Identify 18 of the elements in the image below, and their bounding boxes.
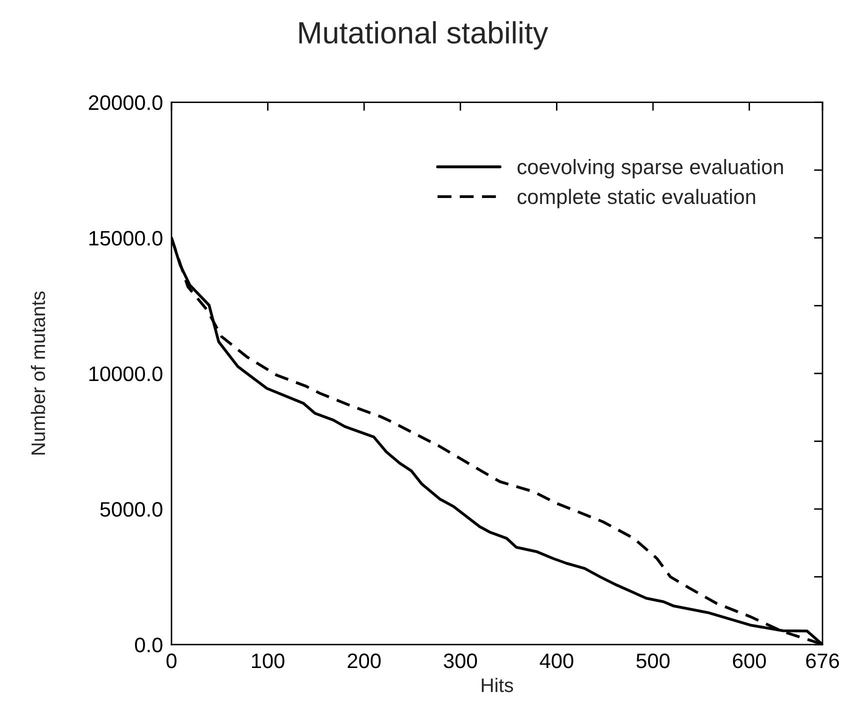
- y-axis-title: Number of mutants: [30, 291, 46, 455]
- x-tick-label: 100: [252, 653, 284, 668]
- y-tick-label: 0.0: [135, 638, 162, 652]
- x-tick-label: 400: [540, 653, 574, 668]
- x-tick-label: 0: [166, 653, 176, 668]
- legend-label: complete static evaluation: [518, 188, 756, 208]
- y-tick-label: 5000.0: [100, 502, 162, 517]
- x-tick-label: 200: [348, 653, 381, 668]
- x-tick-label: 676: [806, 653, 839, 668]
- x-tick-label: 600: [732, 653, 766, 668]
- y-tick-label: 15000.0: [89, 230, 162, 246]
- x-axis-title: Hits: [482, 678, 514, 692]
- x-tick-label: 300: [444, 653, 477, 668]
- chart-title: Mutational stability: [299, 21, 548, 50]
- legend-label: coevolving sparse evaluation: [518, 159, 783, 178]
- x-tick-label: 500: [636, 653, 670, 668]
- y-tick-label: 10000.0: [89, 366, 162, 382]
- y-tick-label: 20000.0: [88, 95, 162, 110]
